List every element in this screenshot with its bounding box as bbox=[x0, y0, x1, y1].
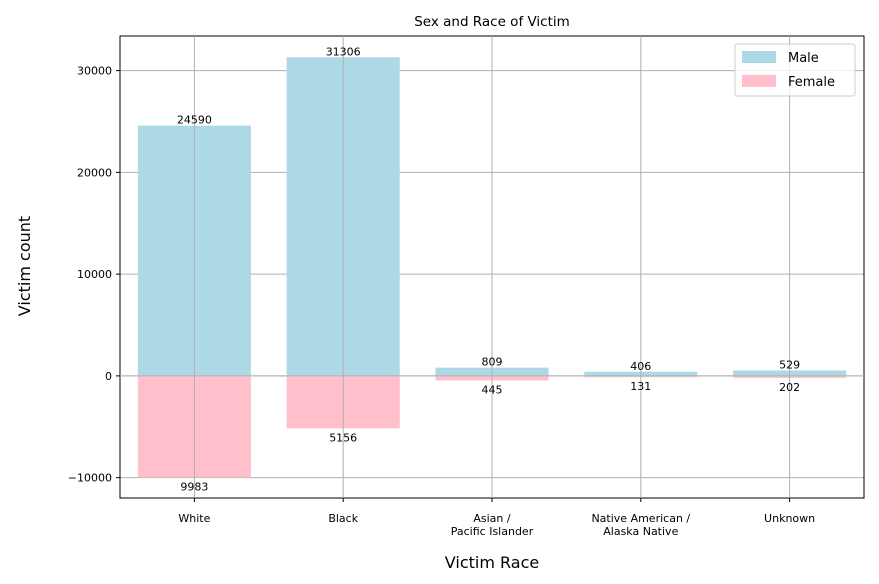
y-tick-label: 10000 bbox=[77, 268, 112, 281]
x-tick-label: Pacific Islander bbox=[451, 525, 534, 538]
x-tick-label: White bbox=[178, 512, 210, 525]
legend-swatch-male bbox=[742, 51, 776, 63]
chart-title: Sex and Race of Victim bbox=[414, 14, 570, 30]
data-label-male: 406 bbox=[630, 360, 651, 373]
y-axis-label: Victim count bbox=[15, 216, 34, 316]
data-label-male: 31306 bbox=[326, 45, 361, 58]
x-tick-label: Asian / bbox=[473, 512, 511, 525]
x-tick-label: Black bbox=[328, 512, 358, 525]
legend-label-female: Female bbox=[788, 75, 835, 90]
x-tick-label: Native American / bbox=[591, 512, 690, 525]
x-tick-label: Unknown bbox=[764, 512, 815, 525]
legend: Male Female bbox=[734, 43, 856, 97]
data-label-female: 202 bbox=[779, 381, 800, 394]
data-label-female: 9983 bbox=[180, 480, 208, 493]
data-labels: 24590 9983 31306 5156 809 445 406 131 529 202 bbox=[120, 45, 864, 493]
y-tick-label: −10000 bbox=[68, 472, 112, 485]
data-label-female: 131 bbox=[630, 380, 651, 393]
x-tick-label: Alaska Native bbox=[603, 525, 678, 538]
data-label-female: 445 bbox=[482, 383, 503, 396]
ticks: −10000 0 10000 20000 30000 White Black Asian /P… bbox=[68, 65, 815, 538]
y-tick-label: 20000 bbox=[77, 166, 112, 179]
data-label-male: 809 bbox=[482, 356, 503, 369]
data-label-female: 5156 bbox=[329, 431, 357, 444]
data-label-male: 24590 bbox=[177, 114, 212, 127]
y-tick-label: 0 bbox=[105, 370, 112, 383]
y-tick-label: 30000 bbox=[77, 65, 112, 78]
data-label-male: 529 bbox=[779, 359, 800, 372]
legend-swatch-female bbox=[742, 75, 776, 87]
legend-label-male: Male bbox=[788, 51, 819, 66]
x-axis-label: Victim Race bbox=[445, 553, 539, 572]
